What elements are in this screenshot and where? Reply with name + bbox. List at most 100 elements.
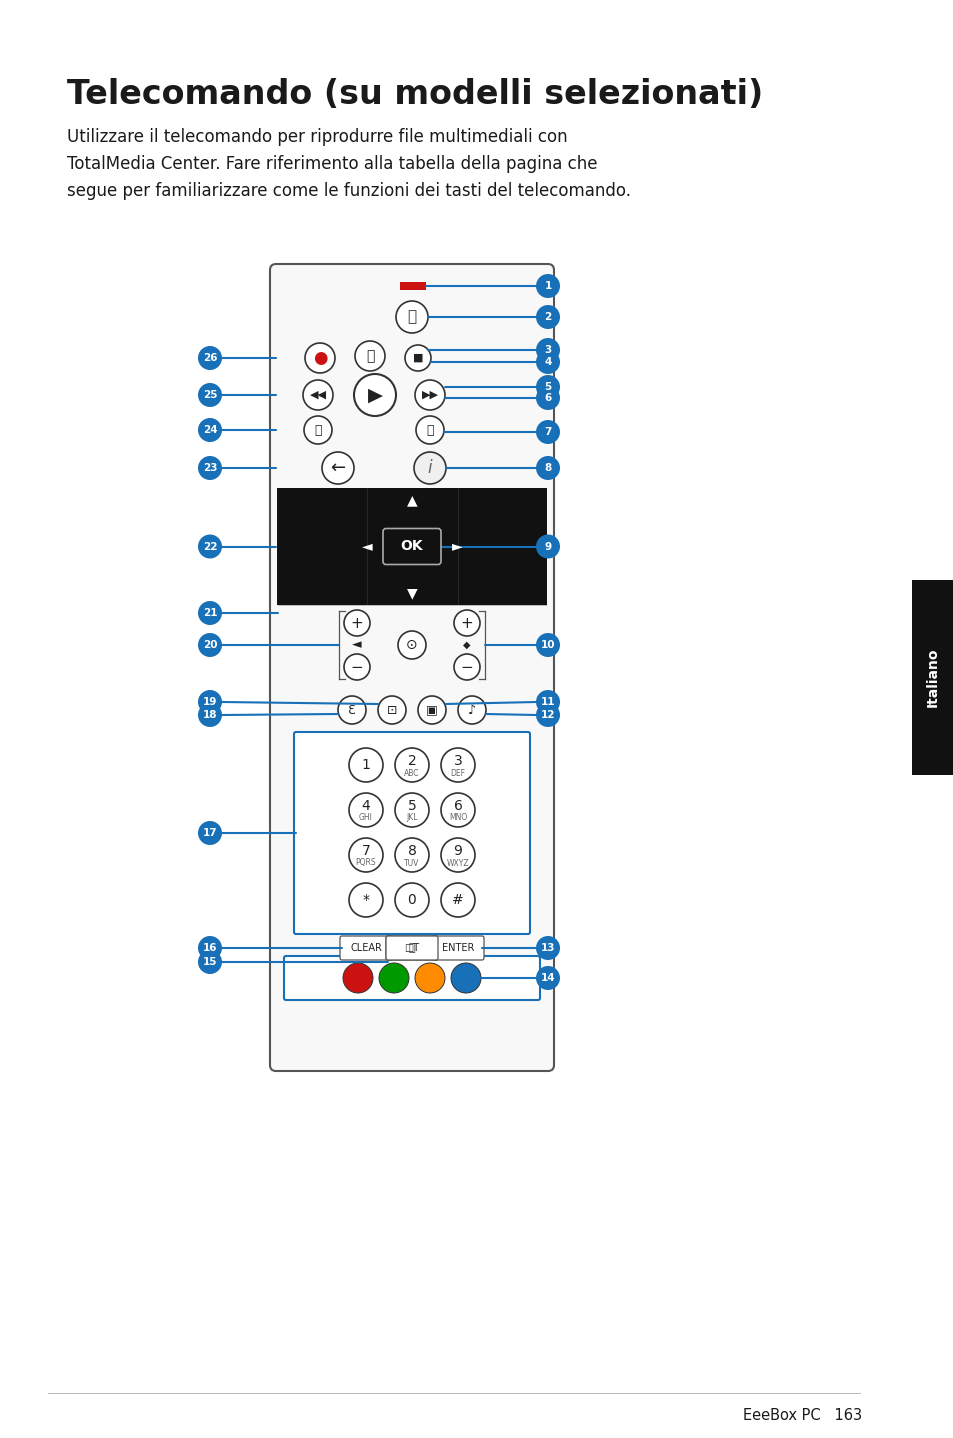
- Text: i: i: [427, 459, 432, 477]
- Circle shape: [440, 792, 475, 827]
- Text: ▶: ▶: [367, 385, 382, 404]
- Circle shape: [198, 456, 222, 480]
- FancyBboxPatch shape: [270, 265, 554, 1071]
- Text: 6: 6: [453, 800, 462, 812]
- Text: −: −: [351, 660, 363, 674]
- Circle shape: [536, 349, 559, 374]
- Circle shape: [415, 380, 444, 410]
- Circle shape: [405, 345, 431, 371]
- Text: DEF: DEF: [450, 768, 465, 778]
- Text: 24: 24: [202, 426, 217, 436]
- Text: ⏸: ⏸: [365, 349, 374, 362]
- Circle shape: [337, 696, 366, 723]
- FancyBboxPatch shape: [432, 936, 483, 961]
- Text: +: +: [351, 615, 363, 630]
- Bar: [276, 487, 546, 605]
- Text: +: +: [460, 615, 473, 630]
- Circle shape: [536, 385, 559, 410]
- Circle shape: [377, 696, 406, 723]
- Circle shape: [451, 963, 480, 994]
- Text: ◄: ◄: [352, 638, 361, 651]
- Circle shape: [536, 275, 559, 298]
- Circle shape: [303, 380, 333, 410]
- Text: Telecomando (su modelli selezionati): Telecomando (su modelli selezionati): [67, 78, 762, 111]
- Circle shape: [395, 748, 429, 782]
- Text: 20: 20: [203, 640, 217, 650]
- Text: ◀◀: ◀◀: [309, 390, 326, 400]
- Circle shape: [198, 690, 222, 715]
- Text: Italiano: Italiano: [925, 647, 939, 706]
- Text: 9: 9: [453, 844, 462, 858]
- Text: #: #: [452, 893, 463, 907]
- Circle shape: [305, 344, 335, 372]
- Circle shape: [322, 452, 354, 485]
- FancyBboxPatch shape: [386, 936, 437, 961]
- Text: Ɛ: Ɛ: [348, 703, 355, 716]
- FancyBboxPatch shape: [294, 732, 530, 935]
- Text: 4: 4: [544, 357, 551, 367]
- Text: PQRS: PQRS: [355, 858, 375, 867]
- Text: 4: 4: [361, 800, 370, 812]
- Text: ⏮: ⏮: [314, 424, 321, 437]
- Circle shape: [198, 703, 222, 728]
- Text: 16: 16: [203, 943, 217, 953]
- Circle shape: [440, 748, 475, 782]
- Circle shape: [344, 654, 370, 680]
- Text: ⊡: ⊡: [386, 703, 396, 716]
- Circle shape: [349, 792, 382, 827]
- Text: MNO: MNO: [449, 814, 467, 823]
- Circle shape: [536, 305, 559, 329]
- Circle shape: [198, 347, 222, 370]
- Circle shape: [198, 418, 222, 441]
- Circle shape: [349, 883, 382, 917]
- FancyBboxPatch shape: [284, 956, 539, 999]
- Text: 2: 2: [407, 754, 416, 768]
- Circle shape: [349, 748, 382, 782]
- Text: 18: 18: [203, 710, 217, 720]
- Circle shape: [198, 821, 222, 846]
- Circle shape: [343, 963, 373, 994]
- Circle shape: [454, 654, 479, 680]
- Text: □T: □T: [404, 943, 419, 953]
- Text: 3: 3: [453, 754, 462, 768]
- Text: 15: 15: [203, 958, 217, 966]
- Text: 1: 1: [361, 758, 370, 772]
- Text: ENTER: ENTER: [441, 943, 474, 953]
- Circle shape: [457, 696, 485, 723]
- Text: 21: 21: [203, 608, 217, 618]
- Text: ⬜: ⬜: [408, 943, 415, 953]
- Text: JKL: JKL: [406, 814, 417, 823]
- Circle shape: [304, 416, 332, 444]
- Circle shape: [414, 452, 446, 485]
- Text: 10: 10: [540, 640, 555, 650]
- Text: 1: 1: [544, 280, 551, 290]
- Circle shape: [378, 963, 409, 994]
- Circle shape: [198, 936, 222, 961]
- Circle shape: [536, 456, 559, 480]
- Circle shape: [536, 966, 559, 989]
- Circle shape: [536, 936, 559, 961]
- Circle shape: [536, 535, 559, 558]
- Text: ▣: ▣: [426, 703, 437, 716]
- Text: 11: 11: [540, 697, 555, 707]
- Circle shape: [415, 963, 444, 994]
- Circle shape: [395, 301, 428, 334]
- Text: ▼: ▼: [406, 587, 416, 600]
- Text: 5: 5: [407, 800, 416, 812]
- Text: TUV: TUV: [404, 858, 419, 867]
- Text: GHI: GHI: [358, 814, 373, 823]
- Text: 6: 6: [544, 393, 551, 403]
- FancyBboxPatch shape: [386, 936, 437, 961]
- FancyBboxPatch shape: [382, 529, 440, 565]
- Circle shape: [536, 633, 559, 657]
- Circle shape: [397, 631, 426, 659]
- Circle shape: [198, 601, 222, 626]
- Text: EeeBox PC   163: EeeBox PC 163: [742, 1408, 862, 1422]
- Circle shape: [454, 610, 479, 636]
- Circle shape: [354, 374, 395, 416]
- Circle shape: [536, 375, 559, 398]
- Text: 2: 2: [544, 312, 551, 322]
- Text: 12: 12: [540, 710, 555, 720]
- Text: 7: 7: [544, 427, 551, 437]
- Text: Utilizzare il telecomando per riprodurre file multimediali con: Utilizzare il telecomando per riprodurre…: [67, 128, 567, 147]
